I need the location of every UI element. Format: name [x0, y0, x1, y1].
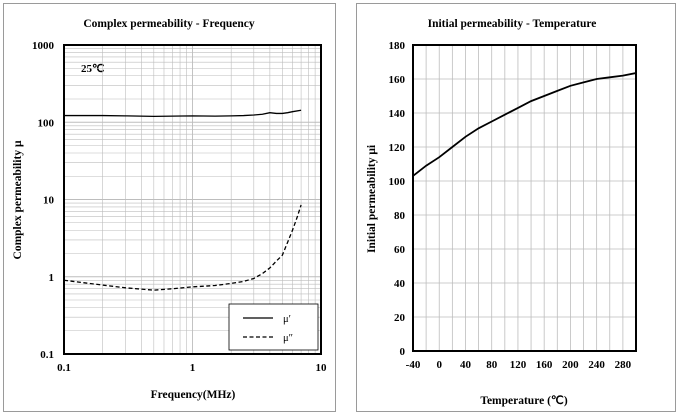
chart2-ylabel: Initial permeability μi: [366, 144, 378, 253]
chart2-title: Initial permeability - Temperature: [428, 18, 597, 30]
chart1-y-tick-label: 0.1: [40, 349, 54, 361]
chart1-y-tick-label: 100: [38, 117, 55, 129]
chart2-y-tick-label: 80: [394, 210, 406, 222]
chart1-y-tick-label: 1000: [32, 40, 55, 52]
chart1-series-line-2: [63, 204, 302, 291]
chart1-xlabel: Frequency(MHz): [151, 389, 236, 401]
chart2-y-tick-label: 20: [394, 312, 406, 324]
chart1-y-tick-label: 10: [43, 195, 55, 207]
chart1-ylabel: Complex permeability μ: [12, 140, 24, 259]
chart1-legend-label-2: μ″: [283, 333, 293, 344]
chart1-y-tick-label: 1: [49, 272, 55, 284]
chart2-xlabel: Temperature (℃): [480, 394, 567, 407]
chart1-x-tick-label: 1: [190, 362, 196, 374]
chart1-series-line-1: [64, 109, 302, 118]
chart2-x-tick-label: -40: [406, 359, 421, 371]
chart2-x-tick-label: 240: [588, 359, 605, 371]
chart1-title: Complex permeability - Frequency: [83, 18, 255, 30]
chart2-series-line-1: [412, 72, 637, 177]
chart2-x-tick-label: 80: [486, 359, 498, 371]
chart2-y-tick-label: 100: [389, 176, 406, 188]
chart2-y-tick-label: 160: [389, 74, 406, 86]
chart2-y-tick-label: 120: [389, 142, 406, 154]
chart2-y-tick-label: 40: [394, 278, 406, 290]
chart1-legend-box: [228, 303, 319, 351]
chart1-x-tick-label: 0.1: [57, 362, 71, 374]
chart2-y-tick-label: 180: [389, 40, 406, 52]
chart1-frame: [63, 44, 322, 355]
chart1-plot: 0.1 1 10 0.1 1 10 100 1000 μ′ μ″: [32, 40, 327, 374]
chart2-x-tick-label: 0: [436, 359, 442, 371]
chart2-frame: [412, 44, 637, 352]
chart1-x-tick-label: 10: [316, 362, 328, 374]
chart1-annotation: 25℃: [81, 63, 104, 75]
chart2-plot: -40 0 40 80 120 160 200 240 28002040608010012014…: [389, 40, 637, 371]
chart2-x-tick-label: 40: [460, 359, 472, 371]
chart2-y-tick-label: 140: [389, 108, 406, 120]
chart2-x-tick-label: 280: [615, 359, 632, 371]
chart2-y-tick-label: 60: [394, 244, 406, 256]
chart2-x-tick-label: 160: [536, 359, 553, 371]
chart2-x-tick-label: 120: [510, 359, 527, 371]
chart2-x-tick-label: 200: [562, 359, 579, 371]
chart2-y-tick-label: 0: [400, 346, 406, 358]
chart1-legend-label-1: μ′: [283, 314, 291, 325]
